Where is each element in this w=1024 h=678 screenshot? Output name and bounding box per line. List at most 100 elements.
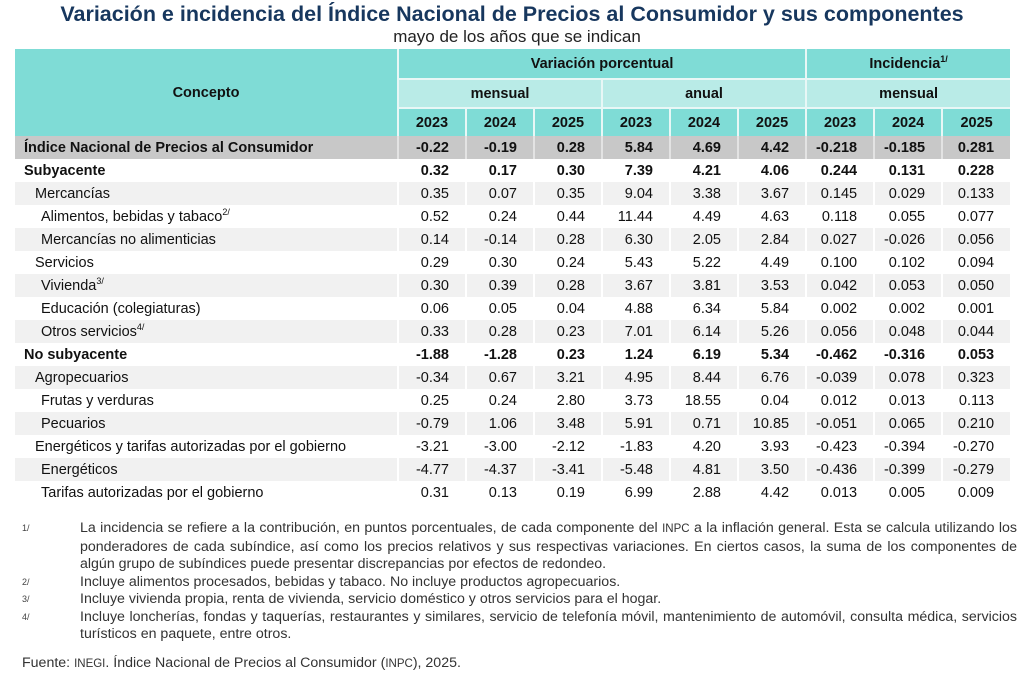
table-row: Otros servicios4/0.33 0.28 0.23 7.01 6.14 5.2…: [15, 320, 1011, 343]
cell-value: 3.38: [670, 182, 739, 205]
inpc-table: Concepto Variación porcentual Incidencia…: [15, 49, 1011, 504]
cell-value: -0.14: [466, 228, 535, 251]
cell-value: 0.28: [466, 320, 535, 343]
cell-value: 3.73: [602, 389, 671, 412]
cell-value: 0.28: [534, 136, 603, 159]
row-label-text: Otros servicios: [41, 323, 137, 340]
row-label-text: Energéticos: [41, 461, 118, 478]
footnote-ref: 1/: [940, 53, 948, 64]
cell-value: -0.19: [466, 136, 535, 159]
row-label: Vivienda3/: [15, 274, 399, 297]
cell-value: 4.63: [738, 205, 808, 228]
cell-value: 5.84: [738, 297, 808, 320]
row-label-text: Educación (colegiaturas): [41, 300, 201, 317]
header-year: 2024: [874, 107, 944, 136]
cell-value: -0.462: [806, 343, 876, 366]
cell-value: -1.28: [466, 343, 535, 366]
row-label-text: Pecuarios: [41, 415, 106, 432]
table-row: Frutas y verduras 0.25 0.24 2.80 3.73 18.55 0.…: [15, 389, 1011, 412]
cell-value: 4.42: [738, 136, 808, 159]
cell-value: 3.67: [738, 182, 808, 205]
table-row: Tarifas autorizadas por el gobierno 0.31 0…: [15, 481, 1011, 504]
cell-value: 4.81: [670, 458, 739, 481]
footnotes: 1/La incidencia se refiere a la contribu…: [22, 520, 1017, 644]
cell-value: 0.35: [534, 182, 603, 205]
cell-value: 0.145: [806, 182, 876, 205]
cell-value: 5.91: [602, 412, 671, 435]
cell-value: 0.005: [874, 481, 944, 504]
cell-value: 0.04: [534, 297, 603, 320]
table-row: Subyacente 0.32 0.17 0.30 7.39 4.21 4.06 0.244 0…: [15, 159, 1011, 182]
cell-value: 18.55: [670, 389, 739, 412]
cell-value: 0.23: [534, 320, 603, 343]
footnote-ref: 2/: [222, 206, 230, 217]
cell-value: -0.218: [806, 136, 876, 159]
cell-value: -0.185: [874, 136, 944, 159]
cell-value: 0.050: [942, 274, 1011, 297]
cell-value: 3.53: [738, 274, 808, 297]
header-year: 2023: [602, 107, 671, 136]
cell-value: 0.055: [874, 205, 944, 228]
cell-value: 0.002: [874, 297, 944, 320]
cell-value: -1.88: [398, 343, 467, 366]
cell-value: 5.22: [670, 251, 739, 274]
cell-value: 0.077: [942, 205, 1011, 228]
cell-value: 4.06: [738, 159, 808, 182]
source-line: Fuente: INEGI. Índice Nacional de Precio…: [22, 655, 461, 671]
cell-value: 0.113: [942, 389, 1011, 412]
row-label: Servicios: [15, 251, 399, 274]
cell-value: -0.399: [874, 458, 944, 481]
cell-value: 0.13: [466, 481, 535, 504]
cell-value: -0.423: [806, 435, 876, 458]
table-row: Energéticos y tarifas autorizadas por el…: [15, 435, 1011, 458]
row-label-text: Subyacente: [24, 162, 106, 179]
cell-value: 5.43: [602, 251, 671, 274]
cell-value: 2.05: [670, 228, 739, 251]
row-label: Agropecuarios: [15, 366, 399, 389]
cell-value: 0.25: [398, 389, 467, 412]
header-year: 2025: [942, 107, 1011, 136]
cell-value: 0.027: [806, 228, 876, 251]
table-row: Mercancías no alimenticias 0.14 -0.14 0.28 6…: [15, 228, 1011, 251]
cell-value: 0.35: [398, 182, 467, 205]
source-label: Fuente:: [22, 655, 75, 671]
cell-value: 7.01: [602, 320, 671, 343]
cell-value: -0.394: [874, 435, 944, 458]
row-label: Índice Nacional de Precios al Consumidor: [15, 136, 399, 159]
row-label: No subyacente: [15, 343, 399, 366]
row-label-text: Energéticos y tarifas autorizadas por el…: [35, 438, 347, 455]
row-label-text: Frutas y verduras: [41, 392, 154, 409]
source-text-end: ), 2025.: [412, 655, 461, 671]
cell-value: -0.270: [942, 435, 1011, 458]
cell-value: 8.44: [670, 366, 739, 389]
footnote-abbr: INPC: [662, 523, 690, 535]
cell-value: 0.24: [534, 251, 603, 274]
table-row: Servicios 0.29 0.30 0.24 5.43 5.22 4.49 0.100 0.…: [15, 251, 1011, 274]
cell-value: 0.013: [874, 389, 944, 412]
row-label-text: Agropecuarios: [35, 369, 129, 386]
cell-value: 0.14: [398, 228, 467, 251]
footnote-text-part: La incidencia se refiere a la contribuci…: [80, 520, 663, 536]
cell-value: 0.244: [806, 159, 876, 182]
table-row: Agropecuarios -0.34 0.67 3.21 4.95 8.44 6.76 -0…: [15, 366, 1011, 389]
footnote-text: Incluye vivienda propia, renta de vivien…: [80, 591, 1017, 609]
footnote-text-part: Incluye loncherías, fondas y taquerías, …: [80, 608, 1017, 643]
cell-value: 6.34: [670, 297, 739, 320]
cell-value: 0.056: [942, 228, 1011, 251]
cell-value: -4.37: [466, 458, 535, 481]
table-row: Pecuarios -0.79 1.06 3.48 5.91 0.71 10.85 -0.05…: [15, 412, 1011, 435]
footnote-text-part: Incluye vivienda propia, renta de vivien…: [80, 591, 662, 607]
footnote-mark: 2/: [22, 576, 30, 587]
cell-value: 0.094: [942, 251, 1011, 274]
cell-value: 0.100: [806, 251, 876, 274]
table-row: Educación (colegiaturas) 0.06 0.05 0.04 4.88…: [15, 297, 1011, 320]
cell-value: 0.07: [466, 182, 535, 205]
cell-value: 3.67: [602, 274, 671, 297]
cell-value: 0.044: [942, 320, 1011, 343]
cell-value: 2.80: [534, 389, 603, 412]
footnote-ref: 4/: [136, 321, 145, 332]
cell-value: 0.71: [670, 412, 739, 435]
footnote-ref: 3/: [96, 275, 104, 286]
cell-value: 0.078: [874, 366, 944, 389]
cell-value: -0.34: [398, 366, 467, 389]
